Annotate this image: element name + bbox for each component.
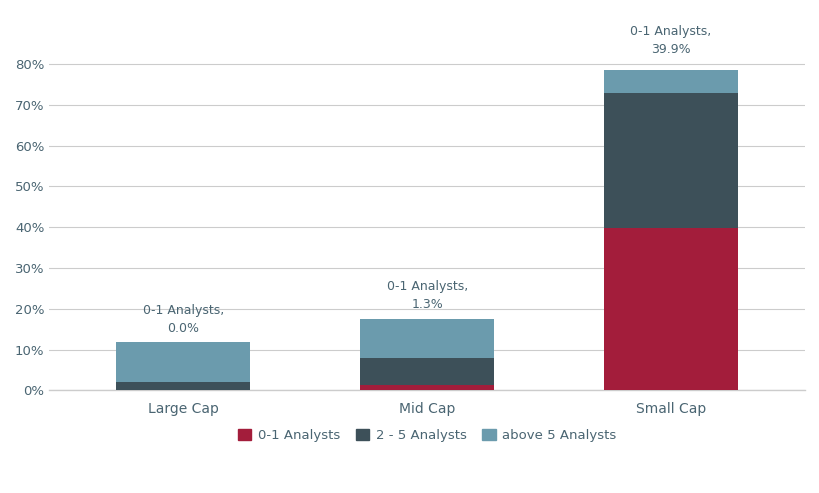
Bar [360,385,494,390]
Text: 0-1 Analysts,
1.3%: 0-1 Analysts, 1.3% [386,280,467,311]
Bar [360,358,494,385]
Bar [360,319,494,358]
Bar [603,70,737,93]
Legend: 0-1 Analysts, 2 - 5 Analysts, above 5 Analysts: 0-1 Analysts, 2 - 5 Analysts, above 5 An… [233,424,621,448]
Text: 0-1 Analysts,
0.0%: 0-1 Analysts, 0.0% [143,304,224,335]
Bar [116,382,250,390]
Bar [603,228,737,390]
Bar [603,93,737,228]
Text: 0-1 Analysts,
39.9%: 0-1 Analysts, 39.9% [630,25,711,56]
Bar [116,342,250,382]
